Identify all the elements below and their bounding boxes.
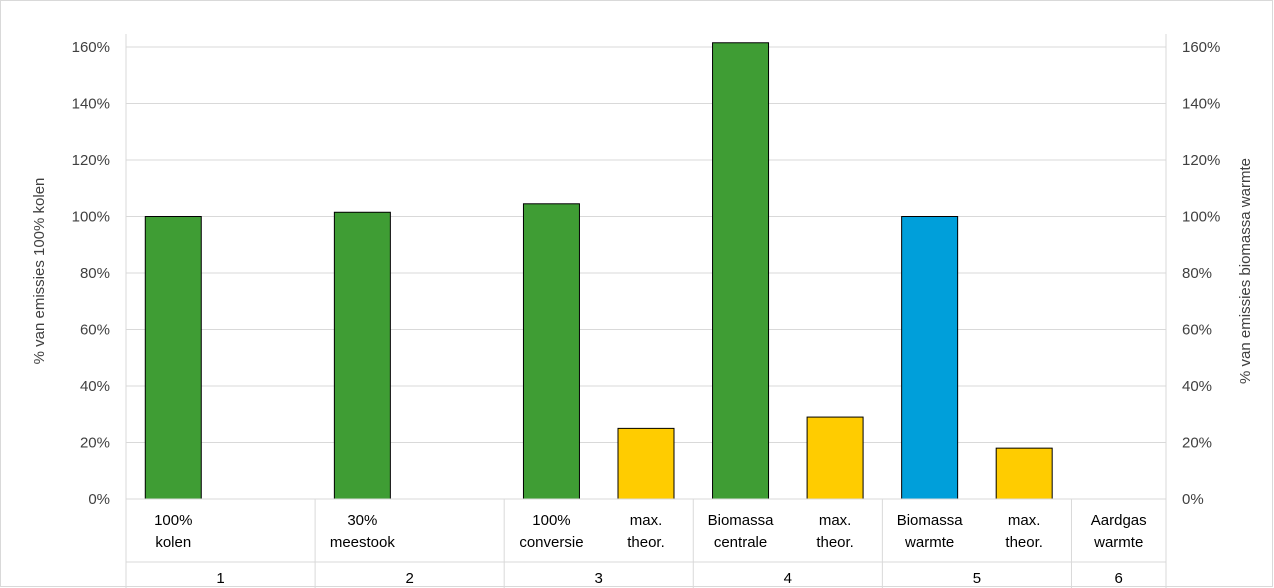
category-label-top: 100% (154, 512, 192, 529)
y-tick-label-right: 60% (1182, 322, 1212, 339)
category-label-top: Aardgas (1091, 512, 1147, 529)
y-axis-left-title: % van emissies 100% kolen (31, 178, 48, 365)
category-label-top: Biomassa (708, 512, 775, 529)
group-labels: 1 2 3 4 5 6 (216, 570, 1123, 587)
category-label-bottom: conversie (519, 534, 583, 551)
y-tick-label-left: 120% (72, 152, 110, 169)
y-tick-label-right: 120% (1182, 152, 1220, 169)
category-label-bottom: kolen (155, 534, 191, 551)
bar (333, 211, 391, 500)
category-label-top: max. (819, 512, 852, 529)
category-labels: 100% kolen 30% meestook 100% conversie max. the… (154, 512, 1147, 551)
y-tick-label-left: 140% (72, 96, 110, 113)
gridlines (126, 46, 1166, 443)
y-tick-label-right: 20% (1182, 435, 1212, 452)
y-tick-label-right: 0% (1182, 491, 1204, 508)
group-label: 2 (405, 570, 413, 587)
category-label-top: Biomassa (897, 512, 964, 529)
category-label-top: max. (630, 512, 663, 529)
y-tick-label-left: 80% (80, 265, 110, 282)
category-label-bottom: theor. (816, 534, 854, 551)
y-tick-label-left: 40% (80, 378, 110, 395)
bar (995, 447, 1053, 500)
category-label-bottom: theor. (1005, 534, 1043, 551)
y-tick-label-left: 60% (80, 322, 110, 339)
y-axis-right-title: % van emissies biomassa warmte (1237, 158, 1254, 384)
bar (617, 427, 675, 500)
axes (125, 34, 1167, 588)
category-label-bottom: theor. (627, 534, 665, 551)
category-label-top: 30% (347, 512, 377, 529)
bar (901, 216, 959, 500)
y-tick-label-left: 20% (80, 435, 110, 452)
group-label: 5 (973, 570, 981, 587)
y-tick-label-right: 40% (1182, 378, 1212, 395)
bar (712, 42, 770, 500)
bar (522, 203, 580, 500)
bars (144, 42, 1053, 500)
group-label: 3 (595, 570, 603, 587)
y-axis-right-ticks: 0% 20% 40% 60% 80% 100% 120% 140% 160% (1182, 39, 1220, 508)
category-label-top: max. (1008, 512, 1041, 529)
category-label-top: 100% (532, 512, 570, 529)
y-tick-label-right: 160% (1182, 39, 1220, 56)
y-axis-left-ticks: 0% 20% 40% 60% 80% 100% 120% 140% 160% (72, 39, 110, 508)
y-tick-label-left: 160% (72, 39, 110, 56)
category-label-bottom: meestook (330, 534, 396, 551)
y-tick-label-left: 100% (72, 209, 110, 226)
group-label: 4 (784, 570, 792, 587)
group-label: 6 (1115, 570, 1123, 587)
y-tick-label-right: 140% (1182, 96, 1220, 113)
y-tick-label-right: 100% (1182, 209, 1220, 226)
group-label: 1 (216, 570, 224, 587)
y-tick-label-left: 0% (88, 491, 110, 508)
bar (144, 216, 202, 500)
category-label-bottom: warmte (1093, 534, 1143, 551)
category-label-bottom: warmte (904, 534, 954, 551)
category-label-bottom: centrale (714, 534, 767, 551)
y-tick-label-right: 80% (1182, 265, 1212, 282)
bar (806, 416, 864, 500)
